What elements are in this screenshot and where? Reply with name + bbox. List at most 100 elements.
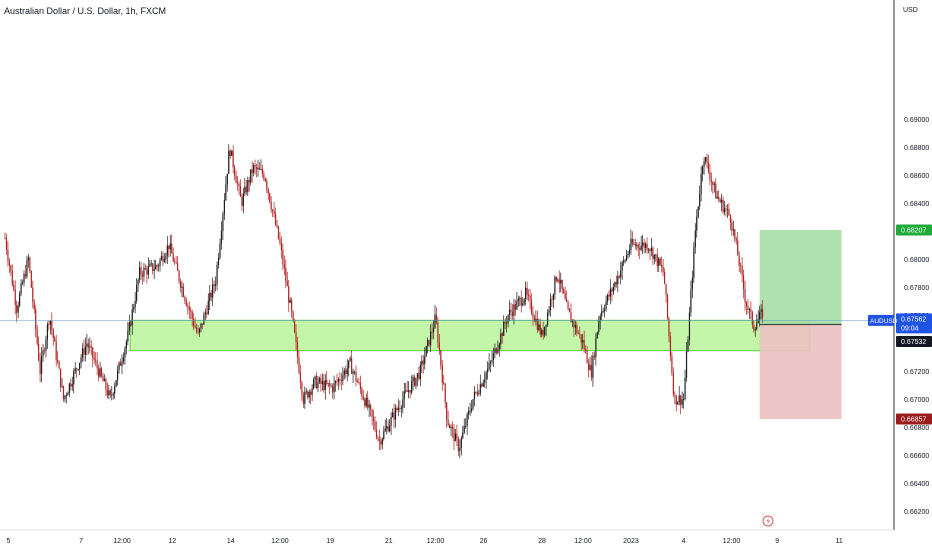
candle-body-295 <box>435 314 438 323</box>
candle-139 <box>207 293 209 315</box>
candle-body-516 <box>759 312 761 320</box>
candle-140 <box>209 284 211 310</box>
candle-211 <box>312 377 315 390</box>
candle-body-401 <box>590 364 593 378</box>
candle-body-293 <box>432 327 435 332</box>
candle-body-296 <box>437 322 439 343</box>
candle-body-237 <box>351 358 353 374</box>
candle-body-177 <box>263 173 265 179</box>
candle-145 <box>216 261 218 291</box>
candle-body-75 <box>114 386 116 394</box>
candle-396 <box>583 330 585 353</box>
candle-body-496 <box>729 215 731 223</box>
candle-body-251 <box>371 409 373 417</box>
candle-25 <box>40 347 43 383</box>
candle-324 <box>478 390 480 396</box>
candle-body-292 <box>431 331 433 333</box>
candle-body-222 <box>329 383 331 386</box>
candle-190 <box>282 243 284 270</box>
candle-body-51 <box>78 362 81 370</box>
candle-body-17 <box>29 257 31 272</box>
candle-body-437 <box>643 242 645 248</box>
candle-body-307 <box>453 428 455 442</box>
candle-444 <box>653 254 655 265</box>
candle-body-36 <box>57 359 59 362</box>
candle-273 <box>403 382 405 408</box>
candle-73 <box>111 386 113 401</box>
candle-body-362 <box>533 317 536 322</box>
candle-264 <box>390 412 392 436</box>
candle-body-352 <box>519 297 521 299</box>
candle-body-397 <box>585 349 587 351</box>
candle-body-443 <box>652 247 654 260</box>
candle-493 <box>725 205 727 217</box>
candle-body-130 <box>194 325 196 328</box>
candle-256 <box>378 429 380 451</box>
candle-245 <box>362 390 364 401</box>
candle-266 <box>393 403 395 429</box>
candle-394 <box>580 334 582 351</box>
candle-body-442 <box>650 247 653 252</box>
candle-112 <box>168 245 170 258</box>
replay-icon[interactable] <box>762 515 774 527</box>
candle-10 <box>19 290 21 308</box>
candle-490 <box>721 193 723 212</box>
candle-body-423 <box>623 260 625 263</box>
candle-body-348 <box>513 304 515 316</box>
price-tick-12: 0.66600 <box>904 453 929 460</box>
candle-body-311 <box>459 447 461 452</box>
candle-body-432 <box>636 244 638 246</box>
candle-body-331 <box>488 362 490 369</box>
candle-body-243 <box>359 382 361 389</box>
candle-463 <box>681 391 683 409</box>
candle-body-190 <box>282 250 284 265</box>
candle-174 <box>258 161 261 170</box>
candle-81 <box>122 352 125 365</box>
candle-184 <box>273 201 275 218</box>
candle-body-507 <box>745 302 748 307</box>
candle-body-202 <box>299 372 302 383</box>
candle-body-422 <box>621 262 623 271</box>
candle-400 <box>589 356 591 371</box>
candle-body-127 <box>190 310 192 312</box>
candle-257 <box>380 436 382 450</box>
candle-body-248 <box>367 397 369 408</box>
candle-476 <box>700 166 702 202</box>
candle-91 <box>137 278 139 293</box>
candle-70 <box>106 382 108 399</box>
candle-374 <box>551 295 553 307</box>
candle-body-195 <box>289 300 291 303</box>
candle-170 <box>253 163 255 177</box>
candle-body-111 <box>166 245 168 256</box>
price-badge-bg <box>896 313 932 334</box>
candle-286 <box>422 354 424 374</box>
candle-429 <box>631 231 634 247</box>
candle-377 <box>555 276 557 283</box>
candle-body-241 <box>356 381 359 383</box>
candle-506 <box>744 280 746 311</box>
candle-body-284 <box>419 364 421 380</box>
candle-502 <box>738 251 740 273</box>
candle-body-106 <box>159 259 161 266</box>
candle-231 <box>342 367 344 386</box>
candle-body-477 <box>702 166 704 174</box>
candle-body-250 <box>370 404 372 410</box>
candle-body-76 <box>115 380 117 387</box>
candle-39 <box>61 377 63 389</box>
candle-393 <box>579 326 581 339</box>
candle-body-336 <box>495 348 497 354</box>
candle-body-99 <box>149 264 151 267</box>
candle-319 <box>470 399 473 414</box>
candle-body-354 <box>522 303 524 306</box>
candle-146 <box>217 253 220 269</box>
candle-199 <box>295 324 297 351</box>
candle-147 <box>219 238 221 260</box>
candle-body-503 <box>740 265 742 267</box>
candle-278 <box>410 375 413 395</box>
candle-body-142 <box>212 284 214 298</box>
candle-501 <box>737 232 739 256</box>
candle-body-10 <box>19 293 21 306</box>
position-loss-zone <box>759 324 842 420</box>
